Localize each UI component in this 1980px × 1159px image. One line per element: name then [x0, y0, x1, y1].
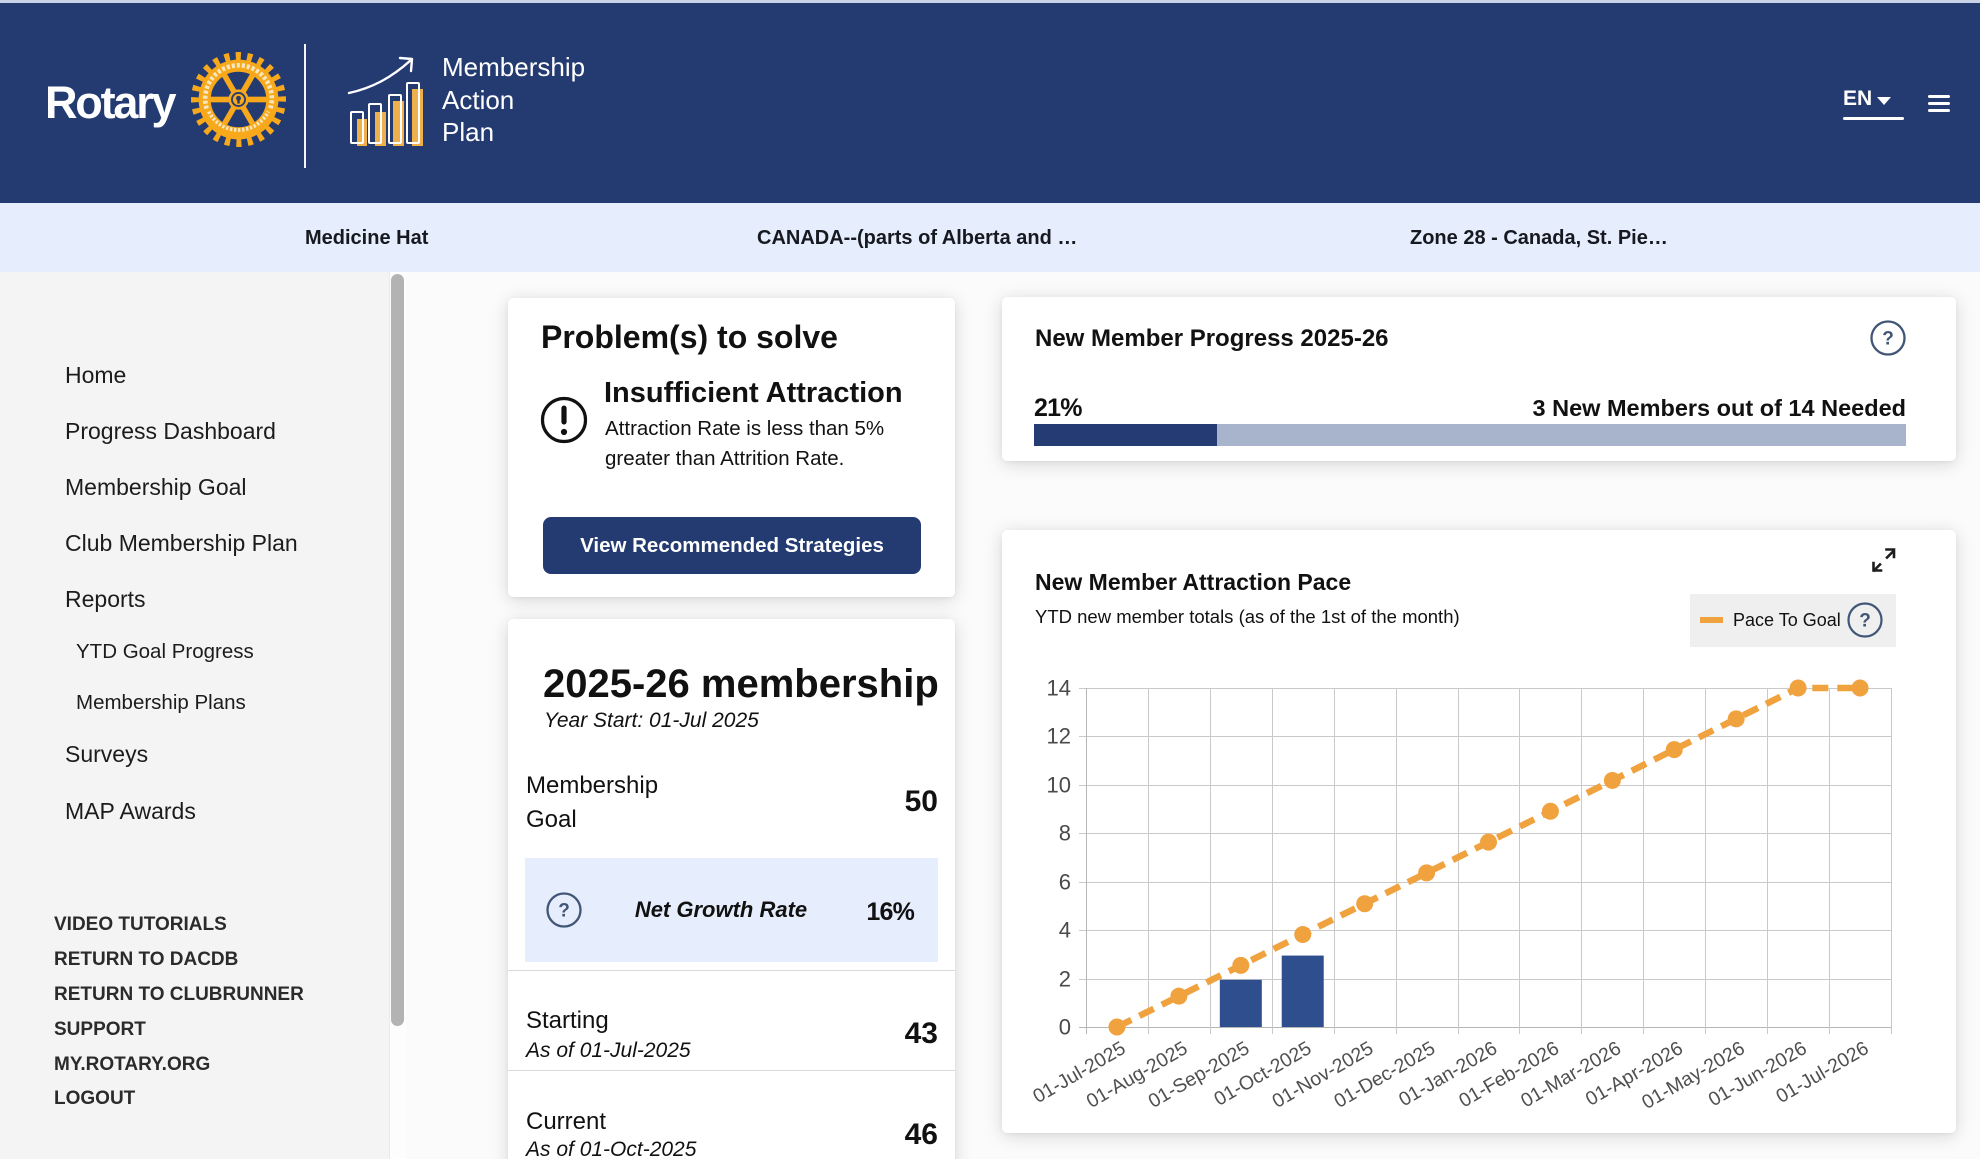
- svg-text:4: 4: [1059, 918, 1071, 943]
- svg-text:Pace To Goal: Pace To Goal: [1733, 610, 1841, 630]
- svg-text:2: 2: [1059, 967, 1071, 992]
- svg-text:10: 10: [1047, 773, 1071, 798]
- svg-text:12: 12: [1047, 724, 1071, 749]
- svg-text:14: 14: [1047, 676, 1071, 701]
- svg-text:6: 6: [1059, 870, 1071, 895]
- svg-text:?: ?: [558, 901, 570, 922]
- svg-text:?: ?: [1859, 611, 1871, 632]
- svg-text:?: ?: [1882, 329, 1894, 350]
- svg-text:8: 8: [1059, 821, 1071, 846]
- svg-text:0: 0: [1059, 1015, 1071, 1040]
